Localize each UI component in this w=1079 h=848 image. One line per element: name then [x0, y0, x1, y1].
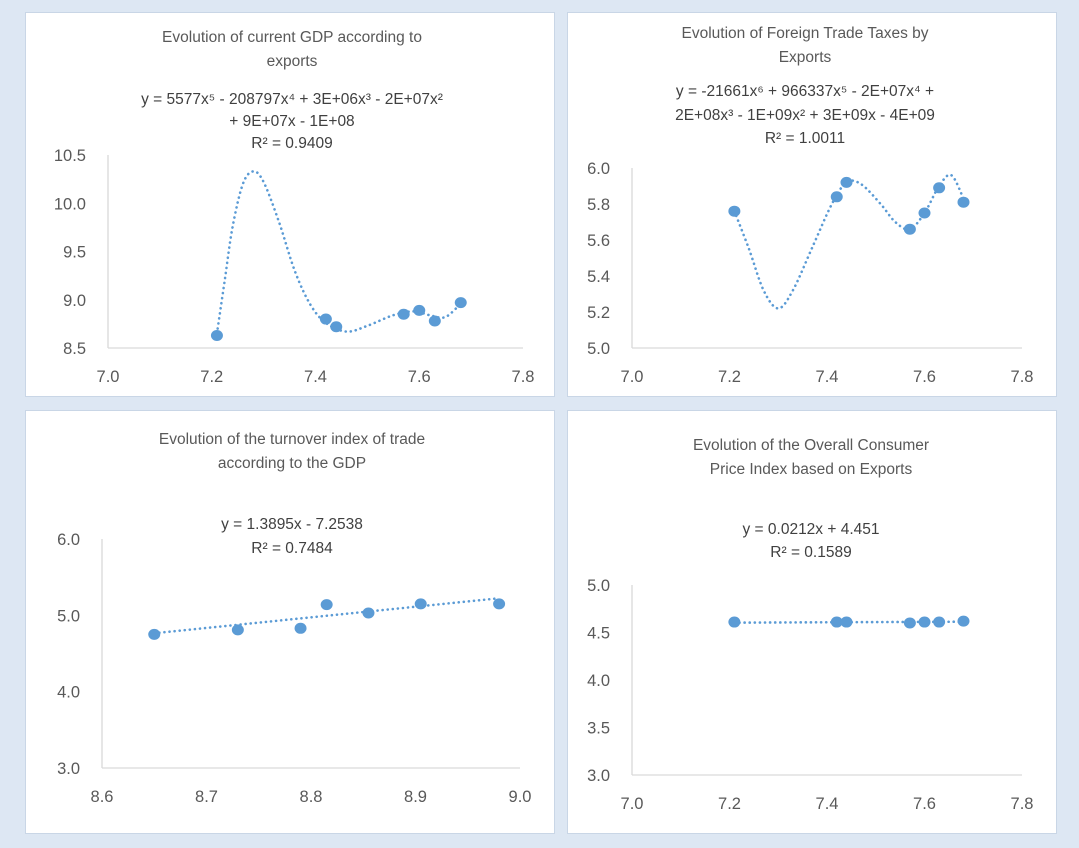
data-point — [918, 207, 931, 219]
data-point — [903, 223, 916, 235]
chart-panel-trade-taxes — [567, 12, 1057, 397]
data-point — [330, 321, 343, 333]
chart-3: Evolution of the turnover index of trade… — [57, 431, 531, 806]
chart-title: Price Index based on Exports — [710, 461, 913, 478]
data-point — [830, 191, 843, 203]
x-tick-label: 8.8 — [300, 788, 323, 806]
y-tick-label: 3.0 — [587, 767, 610, 785]
y-tick-label: 5.0 — [587, 340, 610, 358]
data-point — [918, 616, 931, 628]
data-point — [148, 628, 161, 640]
data-point — [728, 616, 741, 628]
y-tick-label: 3.0 — [57, 760, 80, 778]
y-tick-label: 9.5 — [63, 244, 86, 262]
y-tick-label: 5.0 — [587, 577, 610, 595]
data-point — [957, 615, 970, 627]
data-point — [728, 205, 741, 217]
x-tick-label: 9.0 — [509, 788, 532, 806]
y-tick-label: 5.8 — [587, 196, 610, 214]
x-tick-label: 7.4 — [816, 368, 839, 386]
trendline — [152, 596, 501, 635]
x-tick-label: 7.4 — [816, 795, 839, 813]
chart-title: Evolution of the Overall Consumer — [693, 437, 929, 454]
data-point — [294, 622, 307, 634]
trendline-equation: y = 1.3895x - 7.2538 — [221, 516, 363, 533]
x-tick-label: 7.6 — [408, 368, 431, 386]
trendline-equation: + 9E+07x - 1E+08 — [229, 113, 354, 130]
chart-2: Evolution of Foreign Trade Taxes by Expor… — [587, 25, 1033, 386]
data-point — [413, 304, 426, 316]
x-tick-label: 7.2 — [200, 368, 223, 386]
chart-title: exports — [267, 53, 318, 70]
chart-panel-gdp-exports — [25, 12, 555, 397]
r-squared-label: R² = 1.0011 — [765, 130, 845, 147]
x-tick-label: 7.0 — [97, 368, 120, 386]
chart-1: Evolution of current GDP according to exp… — [54, 29, 535, 386]
data-point — [840, 616, 853, 628]
y-tick-label: 10.5 — [54, 147, 86, 165]
chart-title: Evolution of the turnover index of trade — [159, 431, 425, 448]
chart-title: Evolution of Foreign Trade Taxes by — [682, 25, 929, 42]
y-tick-label: 3.5 — [587, 720, 610, 738]
y-tick-label: 4.0 — [587, 672, 610, 690]
data-point — [903, 617, 916, 629]
y-tick-label: 10.0 — [54, 195, 86, 213]
data-point — [957, 196, 970, 208]
data-point — [414, 598, 427, 610]
y-tick-label: 5.6 — [587, 232, 610, 250]
chart-panel-turnover-index — [25, 410, 555, 834]
y-tick-label: 6.0 — [587, 160, 610, 178]
y-tick-label: 5.0 — [57, 607, 80, 625]
trendline-equation: y = 5577x⁵ - 208797x⁴ + 3E+06x³ - 2E+07x… — [141, 91, 443, 108]
trendline-equation: y = -21661x⁶ + 966337x⁵ - 2E+07x⁴ + — [676, 83, 934, 100]
x-tick-label: 8.9 — [404, 788, 427, 806]
chart-title: Evolution of current GDP according to — [162, 29, 422, 46]
data-point — [320, 599, 333, 611]
r-squared-label: R² = 0.9409 — [251, 135, 332, 152]
x-tick-label: 8.7 — [195, 788, 218, 806]
y-tick-label: 5.4 — [587, 268, 610, 286]
data-point — [428, 315, 441, 327]
data-point — [319, 313, 332, 325]
x-tick-label: 7.6 — [913, 795, 936, 813]
x-tick-label: 7.4 — [304, 368, 327, 386]
data-point — [231, 624, 244, 636]
data-point — [397, 308, 410, 320]
data-point — [933, 616, 946, 628]
x-tick-label: 8.6 — [91, 788, 114, 806]
data-point — [840, 176, 853, 188]
trendline — [733, 173, 965, 310]
chart-4: Evolution of the Overall Consumer Price I… — [587, 437, 1033, 813]
y-tick-label: 6.0 — [57, 531, 80, 549]
chart-title: Exports — [779, 49, 832, 66]
chart-title: according to the GDP — [218, 455, 366, 472]
x-tick-label: 7.8 — [1011, 795, 1034, 813]
x-tick-label: 7.8 — [1011, 368, 1034, 386]
data-point — [933, 182, 946, 194]
y-tick-label: 9.0 — [63, 292, 86, 310]
data-point — [493, 598, 506, 610]
y-tick-label: 4.5 — [587, 625, 610, 643]
x-tick-label: 7.2 — [718, 368, 741, 386]
y-tick-label: 8.5 — [63, 340, 86, 358]
r-squared-label: R² = 0.7484 — [251, 540, 333, 557]
trendline-equation: 2E+08x³ - 1E+09x² + 3E+09x - 4E+09 — [675, 107, 935, 124]
x-tick-label: 7.6 — [913, 368, 936, 386]
data-point — [830, 616, 843, 628]
x-tick-label: 7.0 — [621, 368, 644, 386]
data-point — [362, 607, 375, 619]
r-squared-label: R² = 0.1589 — [770, 544, 851, 561]
x-tick-label: 7.2 — [718, 795, 741, 813]
x-tick-label: 7.0 — [621, 795, 644, 813]
x-tick-label: 7.8 — [512, 368, 535, 386]
data-point — [454, 297, 467, 309]
data-point — [210, 329, 223, 341]
y-tick-label: 4.0 — [57, 684, 80, 702]
y-tick-label: 5.2 — [587, 304, 610, 322]
trendline-equation: y = 0.0212x + 4.451 — [742, 521, 879, 538]
